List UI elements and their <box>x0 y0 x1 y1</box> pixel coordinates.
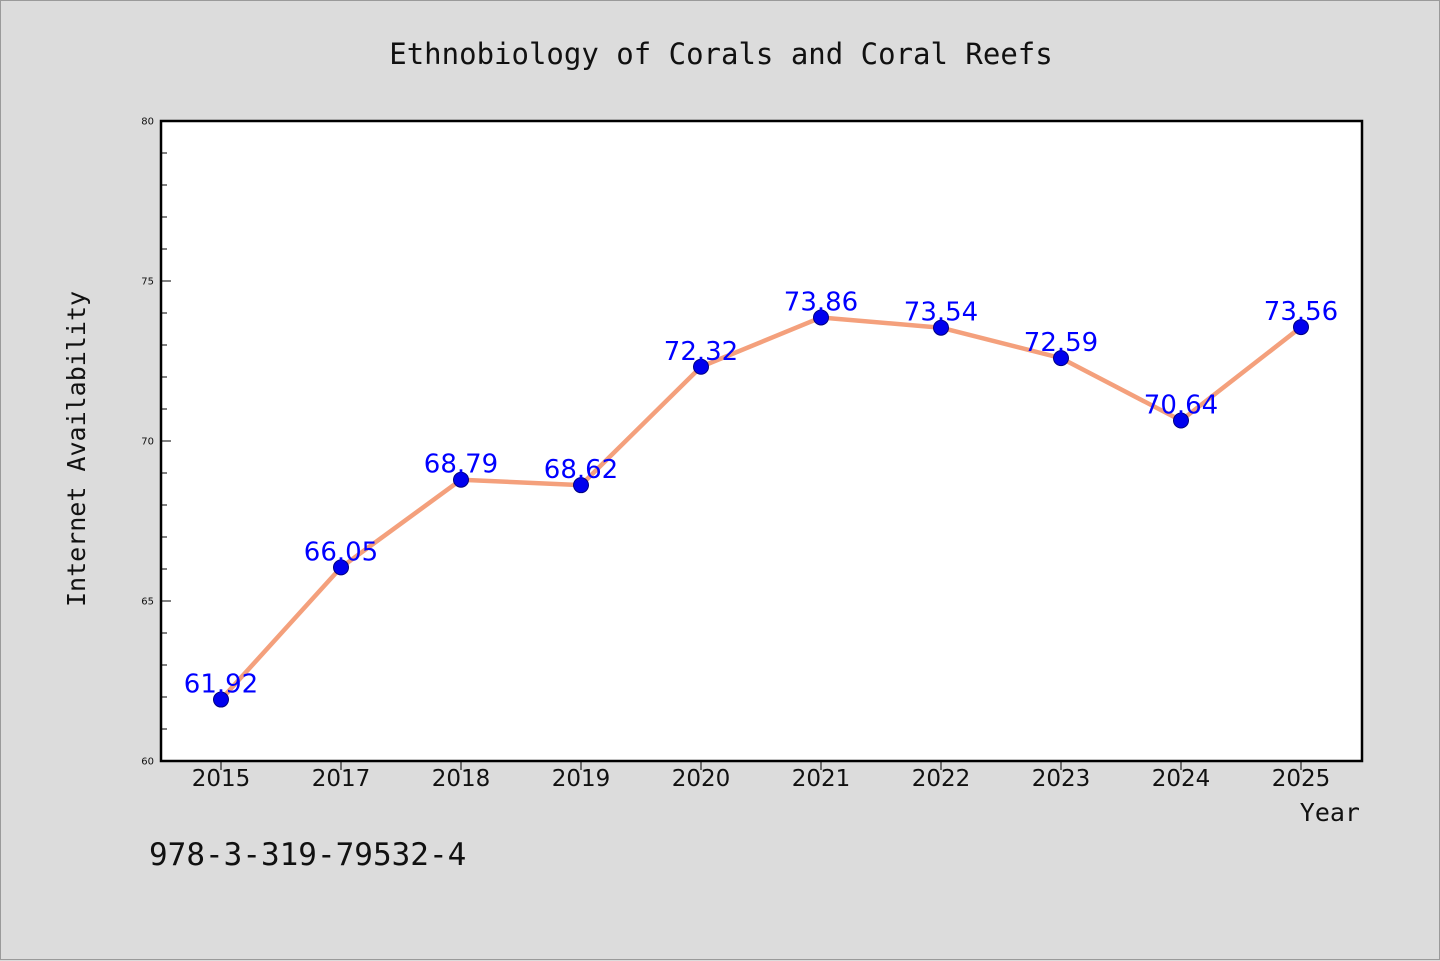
y-tick-label: 80 <box>141 117 154 128</box>
y-tick-label: 75 <box>141 277 154 288</box>
data-point <box>573 477 589 494</box>
plot-area <box>159 119 1364 763</box>
x-tick-label: 2024 <box>1152 766 1211 792</box>
data-label: 68.79 <box>424 450 498 480</box>
y-axis-title: Internet Availability <box>62 291 91 607</box>
data-label: 66.05 <box>304 537 378 567</box>
data-point <box>813 309 829 326</box>
data-label: 61.92 <box>184 670 258 700</box>
data-point <box>933 319 949 336</box>
data-label: 72.32 <box>664 337 738 367</box>
y-tick-label: 60 <box>141 757 154 768</box>
x-tick-label: 2019 <box>552 766 611 792</box>
x-axis: 2015 2017 2018 2019 2020 2021 2022 2023 2024 2025 <box>192 761 1331 792</box>
y-tick-label: 65 <box>141 597 154 608</box>
data-label: 70.64 <box>1144 391 1218 421</box>
data-point <box>453 471 469 488</box>
x-tick-label: 2025 <box>1272 766 1331 792</box>
data-point <box>1053 350 1069 367</box>
data-label: 73.54 <box>904 298 978 328</box>
x-tick-label: 2018 <box>432 766 491 792</box>
data-point <box>1173 412 1189 429</box>
data-label: 73.86 <box>784 287 858 317</box>
x-tick-label: 2023 <box>1032 766 1091 792</box>
x-tick-label: 2015 <box>192 766 251 792</box>
isbn-footnote: 978-3-319-79532-4 <box>149 837 466 873</box>
series-layer: 61.92 66.05 68.79 68.62 72.32 73.86 73.54 72.59… <box>184 287 1338 708</box>
chart-title: Ethnobiology of Corals and Coral Reefs <box>389 37 1052 71</box>
x-tick-label: 2022 <box>912 766 971 792</box>
data-point <box>693 358 709 375</box>
data-point <box>1293 319 1309 336</box>
data-point <box>213 691 229 708</box>
data-point <box>333 559 349 576</box>
data-label: 72.59 <box>1024 328 1098 358</box>
data-label: 73.56 <box>1264 297 1338 327</box>
x-tick-label: 2021 <box>792 766 851 792</box>
x-axis-title: Year <box>1300 798 1360 827</box>
y-axis: 60 65 70 75 80 <box>141 117 171 768</box>
series-line <box>218 315 1304 702</box>
data-label: 68.62 <box>544 455 618 485</box>
y-tick-label: 70 <box>141 437 154 448</box>
x-tick-label: 2020 <box>672 766 731 792</box>
x-tick-label: 2017 <box>312 766 371 792</box>
